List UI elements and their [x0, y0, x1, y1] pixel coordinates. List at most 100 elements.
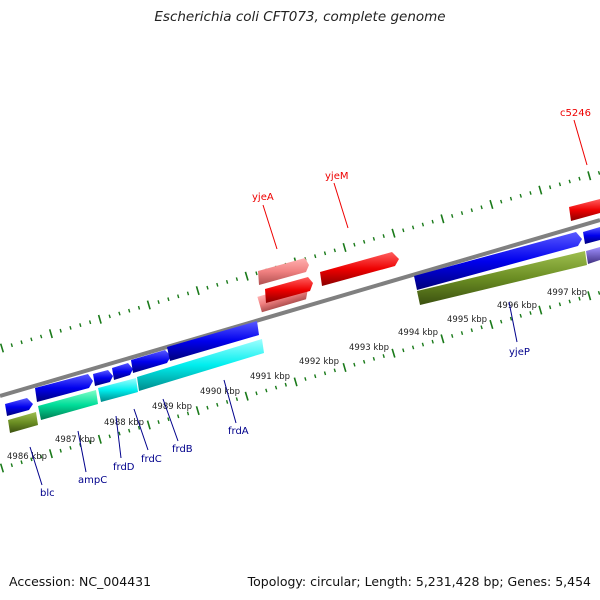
cds-frdB[interactable] — [131, 350, 171, 373]
major-tick — [97, 434, 102, 444]
minor-tick — [529, 311, 532, 315]
accession-text: Accession: NC_004431 — [9, 574, 152, 589]
minor-tick — [118, 311, 121, 316]
cds-olive-left[interactable] — [8, 412, 38, 433]
minor-tick — [108, 434, 111, 439]
minor-tick — [402, 348, 405, 353]
gene-label-frdA: frdA — [228, 426, 249, 437]
cds-right-blue[interactable] — [583, 227, 600, 244]
major-tick — [489, 199, 494, 210]
minor-tick — [10, 343, 13, 348]
minor-tick — [568, 299, 571, 304]
cds-ampC[interactable] — [35, 374, 93, 402]
minor-tick — [137, 305, 141, 310]
minor-tick — [509, 316, 513, 321]
gene-labels: blc ampC frdD frdC frdB frdA yjeP yjeA y… — [40, 108, 591, 499]
minor-tick — [157, 420, 160, 424]
cds-yjeA[interactable] — [265, 277, 313, 303]
cds-frdA[interactable] — [167, 321, 259, 361]
minor-tick — [10, 463, 13, 468]
cds-purple[interactable] — [586, 247, 600, 264]
minor-tick — [578, 176, 581, 181]
minor-tick — [225, 280, 229, 284]
major-tick — [391, 228, 396, 238]
cds-yjeA-light-shape[interactable] — [258, 258, 309, 285]
major-tick — [146, 300, 151, 310]
gene-label-ampC: ampC — [78, 475, 107, 486]
cds-olive-right[interactable] — [417, 251, 587, 305]
minor-tick — [578, 296, 581, 301]
kbp-label: 4993 kbp — [349, 343, 389, 353]
minor-tick — [177, 414, 180, 419]
topology-summary: Topology: circular; Length: 5,231,428 bp… — [247, 574, 591, 589]
minor-tick — [216, 282, 219, 287]
minor-tick — [167, 297, 170, 302]
minor-tick — [314, 374, 317, 379]
minor-tick — [362, 239, 366, 244]
kbp-label: 4997 kbp — [547, 288, 587, 298]
inner-tick-ring — [0, 290, 600, 473]
minor-tick — [500, 319, 503, 324]
minor-tick — [421, 342, 425, 347]
major-tick — [440, 334, 445, 344]
minor-tick — [186, 411, 190, 416]
minor-tick — [470, 328, 473, 333]
minor-tick — [255, 271, 258, 276]
minor-tick — [235, 277, 239, 281]
minor-tick — [480, 325, 483, 330]
minor-tick — [519, 193, 522, 198]
cds-frdD[interactable] — [93, 370, 113, 386]
major-tick — [489, 319, 494, 330]
minor-tick — [284, 382, 287, 387]
kbp-label: 4990 kbp — [200, 387, 240, 397]
minor-tick — [333, 368, 336, 373]
gene-label-c5246: c5246 — [560, 108, 591, 119]
minor-tick — [529, 191, 532, 195]
minor-tick — [225, 400, 229, 404]
minor-tick — [353, 242, 356, 247]
minor-tick — [509, 196, 513, 201]
major-tick — [195, 406, 200, 416]
outer-tick-ring — [0, 170, 600, 353]
minor-tick — [88, 320, 92, 325]
minor-tick — [59, 448, 62, 453]
major-tick — [0, 463, 5, 473]
cds-yjeP-blue[interactable] — [414, 232, 582, 290]
genome-backbone — [0, 218, 600, 398]
major-tick — [293, 377, 298, 387]
minor-tick — [323, 251, 327, 256]
major-tick — [146, 420, 151, 430]
major-tick — [342, 242, 347, 253]
kbp-label: 4994 kbp — [398, 328, 438, 338]
minor-tick — [558, 302, 562, 307]
minor-tick — [568, 179, 571, 184]
minor-tick — [333, 248, 336, 253]
minor-tick — [186, 291, 190, 296]
cds-frdC[interactable] — [112, 363, 133, 380]
cds-green[interactable] — [38, 390, 98, 420]
major-tick — [342, 362, 347, 373]
minor-tick — [216, 402, 219, 407]
minor-tick — [548, 185, 552, 190]
minor-tick — [39, 334, 43, 339]
minor-tick — [59, 328, 62, 333]
minor-tick — [597, 170, 600, 175]
minor-tick — [39, 454, 43, 459]
cds-yjeM[interactable] — [320, 252, 399, 286]
cds-cyan-a[interactable] — [98, 378, 138, 402]
minor-tick — [480, 205, 483, 210]
minor-tick — [519, 313, 522, 318]
gene-label-yjeP: yjeP — [509, 347, 530, 358]
gene-label-yjeA: yjeA — [252, 192, 274, 203]
minor-tick — [460, 211, 464, 215]
minor-tick — [79, 323, 82, 327]
cds-c5246[interactable] — [569, 199, 600, 221]
map-title: Escherichia coli CFT073, complete genome — [154, 9, 446, 25]
cds-blc[interactable] — [5, 398, 33, 416]
minor-tick — [30, 457, 33, 462]
minor-tick — [137, 425, 141, 430]
minor-tick — [235, 397, 239, 401]
minor-tick — [265, 388, 268, 393]
cds-cyan-b[interactable] — [137, 339, 264, 391]
